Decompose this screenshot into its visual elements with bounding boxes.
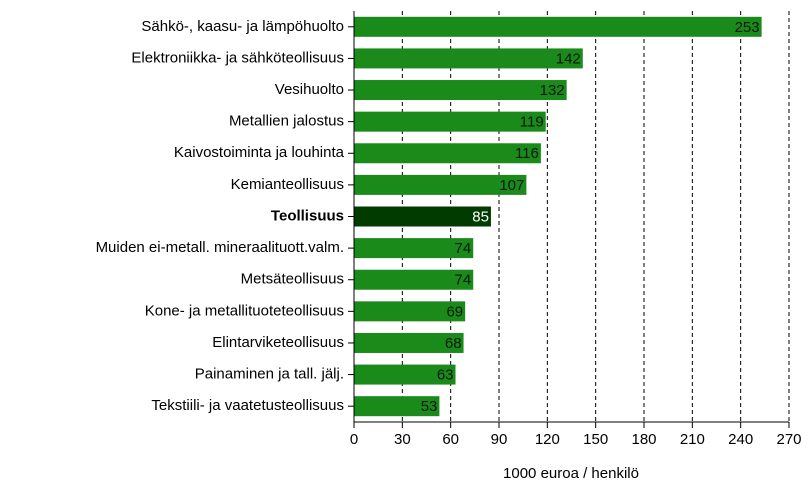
bar	[354, 80, 567, 101]
y-tick-label: Elektroniikka- ja sähköteollisuus	[131, 49, 344, 66]
value-label: 107	[499, 177, 524, 194]
y-tick-label: Kemianteollisuus	[231, 176, 344, 193]
y-tick-label: Kaivostoiminta ja louhinta	[174, 144, 345, 161]
value-label: 68	[445, 335, 462, 352]
bar	[354, 174, 527, 195]
bar	[354, 111, 546, 132]
x-tick-label: 240	[728, 431, 753, 448]
y-tick-label: Tekstiili- ja vaatetusteollisuus	[151, 397, 344, 414]
x-tick-label: 60	[442, 431, 459, 448]
bar	[354, 332, 464, 353]
value-label: 142	[556, 50, 581, 67]
bar	[354, 396, 440, 417]
bar	[354, 48, 583, 69]
value-label: 69	[446, 303, 463, 320]
x-tick-label: 30	[394, 431, 411, 448]
x-tick-label: 120	[535, 431, 560, 448]
value-label: 116	[515, 145, 539, 162]
bar	[354, 238, 474, 259]
value-label: 119	[520, 114, 544, 131]
x-tick-label: 150	[583, 431, 608, 448]
y-tick-label: Metsäteollisuus	[241, 271, 344, 288]
bar	[354, 143, 541, 164]
value-label: 63	[437, 367, 454, 384]
y-tick-label: Muiden ei-metall. mineraalituott.valm.	[96, 239, 344, 256]
y-tick-label: Painaminen ja tall. jälj.	[195, 366, 344, 383]
bar	[354, 269, 474, 290]
bar	[354, 364, 456, 385]
bar	[354, 206, 491, 227]
y-tick-label: Kone- ja metallituoteteollisuus	[145, 302, 344, 319]
value-label: 74	[455, 272, 472, 289]
value-label: 132	[540, 82, 565, 99]
y-tick-label: Elintarviketeollisuus	[212, 334, 344, 351]
value-label: 74	[455, 240, 472, 257]
bar	[354, 16, 762, 37]
x-tick-label: 210	[680, 431, 705, 448]
y-tick-label: Teollisuus	[271, 207, 344, 224]
y-tick-label: Vesihuolto	[275, 81, 344, 98]
y-tick-label: Sähkö-, kaasu- ja lämpöhuolto	[141, 18, 344, 35]
y-tick-label: Metallien jalostus	[229, 113, 344, 130]
x-axis-label: 1000 euroa / henkilö	[503, 465, 639, 482]
x-tick-label: 270	[776, 431, 801, 448]
bar	[354, 301, 466, 322]
value-label: 253	[735, 19, 760, 36]
x-tick-label: 180	[631, 431, 656, 448]
value-label: 53	[421, 398, 438, 415]
x-tick-label: 0	[350, 431, 358, 448]
x-tick-label: 90	[491, 431, 508, 448]
value-label: 85	[472, 208, 489, 225]
